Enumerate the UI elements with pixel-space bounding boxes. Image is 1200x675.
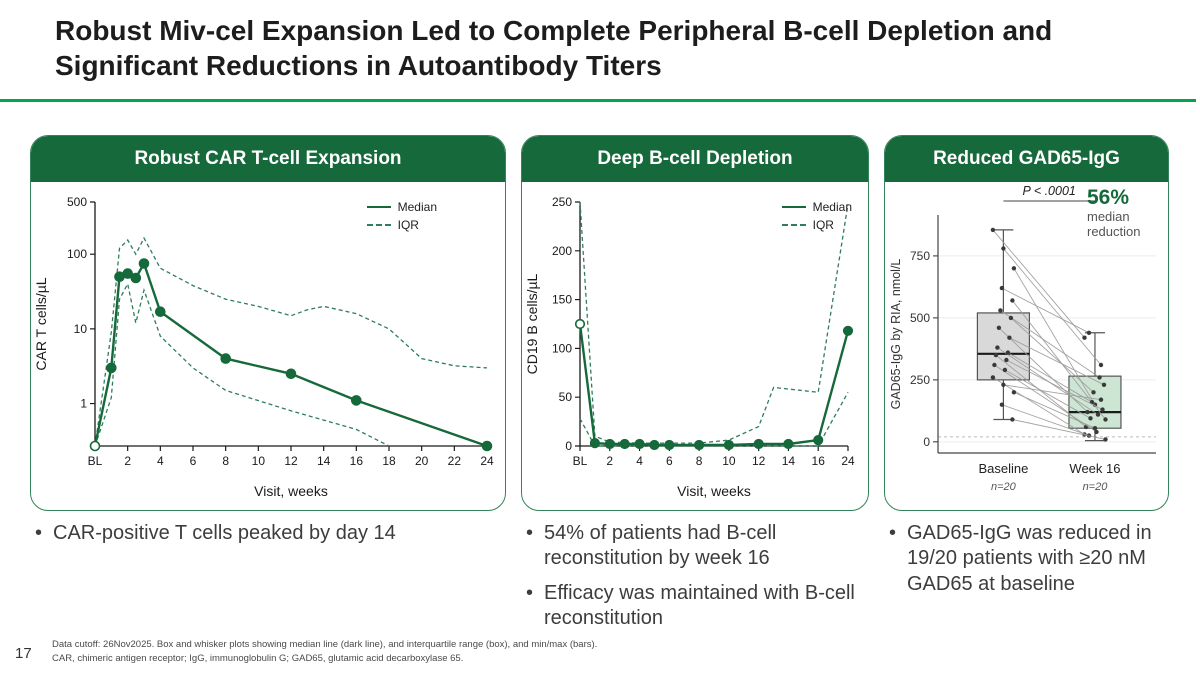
- svg-text:14: 14: [317, 454, 331, 468]
- svg-text:10: 10: [722, 454, 736, 468]
- svg-text:2: 2: [124, 454, 131, 468]
- legend-label-median: Median: [812, 200, 852, 214]
- bullet-efficacy: Efficacy was maintained with B-cell reco…: [521, 581, 869, 632]
- svg-text:150: 150: [552, 293, 572, 307]
- gad65-bullets: GAD65-IgG was reduced in 19/20 patients …: [884, 521, 1169, 641]
- bullet-reconstitution: 54% of patients had B-cell reconstitutio…: [521, 521, 869, 572]
- svg-text:250: 250: [909, 373, 929, 387]
- panels-row: Robust CAR T-cell Expansion 500 100 10 1 BL 2…: [30, 135, 1169, 511]
- reduction-caption: median reduction: [1087, 209, 1141, 239]
- svg-text:22: 22: [448, 454, 462, 468]
- svg-text:8: 8: [696, 454, 703, 468]
- reduction-percent: 56%: [1087, 186, 1130, 209]
- svg-text:BL: BL: [573, 454, 588, 468]
- svg-text:14: 14: [782, 454, 796, 468]
- svg-text:GAD65-IgG by RIA, nmol/L: GAD65-IgG by RIA, nmol/L: [889, 259, 903, 410]
- car-t-legend: Median IQR: [366, 200, 437, 232]
- footnote: Data cutoff: 26Nov2025. Box and whisker …: [52, 638, 597, 666]
- svg-text:BL: BL: [88, 454, 103, 468]
- slide-title: Robust Miv-cel Expansion Led to Complete…: [55, 15, 1053, 81]
- svg-text:100: 100: [552, 341, 572, 355]
- median-line-swatch: [781, 206, 806, 208]
- panel-b-cell-depletion: Deep B-cell Depletion 0 50 100 150 200 250 BL 2…: [521, 135, 869, 511]
- svg-text:n=20: n=20: [991, 481, 1017, 493]
- svg-text:18: 18: [382, 454, 396, 468]
- svg-text:CAR T cells/µL: CAR T cells/µL: [33, 277, 49, 370]
- panel-gad65-igg: Reduced GAD65-IgG 0 250 500 750 GAD65-IgG by…: [884, 135, 1169, 511]
- panel-header-car-t: Robust CAR T-cell Expansion: [31, 136, 505, 182]
- median-line-swatch: [366, 206, 391, 208]
- legend-iqr-row: IQR: [781, 218, 852, 232]
- svg-text:24: 24: [480, 454, 494, 468]
- svg-text:0: 0: [923, 435, 930, 449]
- svg-text:Visit, weeks: Visit, weeks: [677, 483, 751, 499]
- svg-text:Week 16: Week 16: [1069, 461, 1120, 476]
- b-cell-chart-area: 0 50 100 150 200 250 BL 2 4 6 8 10 12 14 16 24 Visit, we…: [522, 182, 868, 510]
- svg-text:500: 500: [909, 311, 929, 325]
- svg-text:4: 4: [157, 454, 164, 468]
- svg-text:0: 0: [565, 439, 572, 453]
- svg-text:750: 750: [909, 249, 929, 263]
- legend-median-row: Median: [366, 200, 437, 214]
- legend-median-row: Median: [781, 200, 852, 214]
- svg-text:4: 4: [636, 454, 643, 468]
- svg-text:12: 12: [284, 454, 298, 468]
- legend-label-iqr: IQR: [397, 218, 419, 232]
- b-cell-legend: Median IQR: [781, 200, 852, 232]
- legend-iqr-row: IQR: [366, 218, 437, 232]
- legend-label-iqr: IQR: [812, 218, 834, 232]
- svg-text:16: 16: [350, 454, 364, 468]
- svg-text:n=20: n=20: [1082, 481, 1108, 493]
- bullet-gad65-reduced: GAD65-IgG was reduced in 19/20 patients …: [884, 521, 1169, 597]
- svg-text:200: 200: [552, 244, 572, 258]
- footnote-line-1: Data cutoff: 26Nov2025. Box and whisker …: [52, 639, 598, 651]
- page-number: 17: [15, 645, 32, 662]
- svg-text:50: 50: [559, 390, 573, 404]
- svg-text:Visit, weeks: Visit, weeks: [254, 483, 328, 499]
- footnote-line-2: CAR, chimeric antigen receptor; IgG, imm…: [52, 653, 464, 665]
- panel-header-b-cell: Deep B-cell Depletion: [522, 136, 868, 182]
- iqr-line-swatch: [366, 224, 391, 226]
- svg-text:CD19 B cells/µL: CD19 B cells/µL: [524, 273, 540, 374]
- svg-text:500: 500: [67, 195, 87, 209]
- svg-text:24: 24: [841, 454, 855, 468]
- svg-text:12: 12: [752, 454, 766, 468]
- b-cell-bullets: 54% of patients had B-cell reconstitutio…: [521, 521, 869, 641]
- svg-text:2: 2: [606, 454, 613, 468]
- svg-text:20: 20: [415, 454, 429, 468]
- svg-text:10: 10: [74, 322, 88, 336]
- title-underline: [0, 99, 1196, 102]
- panel-header-gad65: Reduced GAD65-IgG: [885, 136, 1168, 182]
- svg-text:8: 8: [222, 454, 229, 468]
- svg-text:1: 1: [80, 397, 87, 411]
- car-t-bullets: CAR-positive T cells peaked by day 14: [30, 521, 506, 641]
- gad65-chart-area: 0 250 500 750 GAD65-IgG by RIA, nmol/L Baseli…: [885, 182, 1168, 510]
- car-t-chart-area: 500 100 10 1 BL 2 4 6 8 10 12 14 16 18 20 22 24 Visit, we…: [31, 182, 505, 510]
- svg-text:6: 6: [190, 454, 197, 468]
- iqr-line-swatch: [781, 224, 806, 226]
- bullets-row: CAR-positive T cells peaked by day 14 54…: [30, 521, 1169, 641]
- svg-text:100: 100: [67, 247, 87, 261]
- svg-text:6: 6: [666, 454, 673, 468]
- svg-text:P < .0001: P < .0001: [1022, 184, 1075, 198]
- gad65-box-plot: 0 250 500 750 GAD65-IgG by RIA, nmol/L Baseli…: [889, 184, 1156, 493]
- svg-text:16: 16: [812, 454, 826, 468]
- panel-car-t-expansion: Robust CAR T-cell Expansion 500 100 10 1 BL 2…: [30, 135, 506, 511]
- bullet-car-t-peak: CAR-positive T cells peaked by day 14: [30, 521, 506, 547]
- svg-text:250: 250: [552, 195, 572, 209]
- median-reduction-annotation: 56% median reduction: [1087, 186, 1163, 240]
- legend-label-median: Median: [397, 200, 437, 214]
- svg-text:10: 10: [252, 454, 266, 468]
- svg-text:Baseline: Baseline: [978, 461, 1028, 476]
